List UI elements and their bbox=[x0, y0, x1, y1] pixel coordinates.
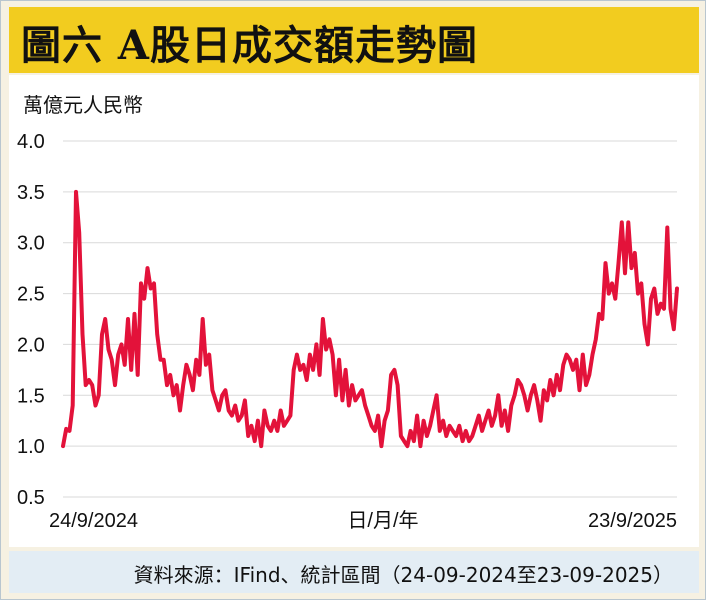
y-tick-label: 3.0 bbox=[17, 233, 45, 255]
x-axis-label: 日/月/年 bbox=[347, 509, 418, 532]
y-tick-label: 3.5 bbox=[17, 182, 45, 204]
chart-title: 圖六 A股日成交額走勢圖 bbox=[21, 22, 478, 69]
plot-panel: 萬億元人民幣 0.5 1.0 1.5 2.0 2.5 3.0 3.5 4.0 24/9/202… bbox=[9, 75, 699, 547]
y-tick-label: 1.5 bbox=[17, 385, 45, 407]
y-tick-label: 2.5 bbox=[17, 284, 45, 306]
line-chart: 0.5 1.0 1.5 2.0 2.5 3.0 3.5 4.0 24/9/2024 日/月/年 2… bbox=[17, 131, 679, 532]
source-band: 資料來源：IFind、統計區間（24-09-2024至23-09-2025） bbox=[9, 551, 699, 593]
source-note: 資料來源：IFind、統計區間（24-09-2024至23-09-2025） bbox=[133, 563, 673, 587]
x-tick-label: 23/9/2025 bbox=[588, 510, 677, 532]
daily-turnover-line bbox=[61, 189, 679, 449]
y-axis-unit-label: 萬億元人民幣 bbox=[23, 93, 143, 117]
y-tick-label: 0.5 bbox=[17, 487, 45, 509]
y-tick-label: 4.0 bbox=[17, 131, 45, 153]
y-tick-label: 2.0 bbox=[17, 334, 45, 356]
y-tick-label: 1.0 bbox=[17, 436, 45, 458]
x-tick-label: 24/9/2024 bbox=[49, 510, 138, 532]
title-band: 圖六 A股日成交額走勢圖 bbox=[9, 7, 699, 73]
